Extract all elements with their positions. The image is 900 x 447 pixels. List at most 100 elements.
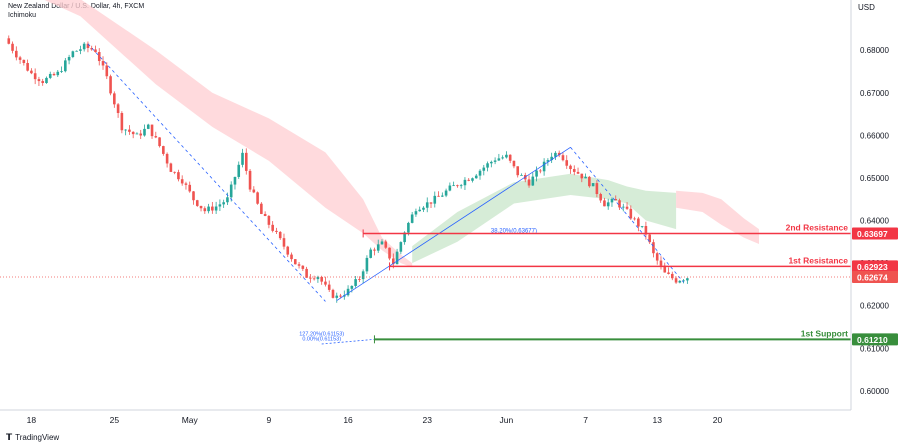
candle-bullish[interactable] <box>422 208 425 210</box>
candle-bullish[interactable] <box>641 226 644 227</box>
candle-bearish[interactable] <box>19 57 22 60</box>
candle-bullish[interactable] <box>433 196 436 204</box>
candle-bullish[interactable] <box>75 51 78 52</box>
candle-bullish[interactable] <box>362 271 365 279</box>
candle-bullish[interactable] <box>679 281 682 283</box>
candle-bullish[interactable] <box>486 163 489 167</box>
candle-bearish[interactable] <box>652 242 655 253</box>
candle-bullish[interactable] <box>475 176 478 179</box>
candle-bearish[interactable] <box>603 200 606 206</box>
candle-bearish[interactable] <box>245 153 248 171</box>
candle-bearish[interactable] <box>309 278 312 279</box>
candle-bearish[interactable] <box>162 146 165 154</box>
candle-bullish[interactable] <box>445 191 448 196</box>
candle-bearish[interactable] <box>253 190 256 193</box>
candle-bearish[interactable] <box>249 171 252 190</box>
candle-bearish[interactable] <box>188 185 191 192</box>
candle-bearish[interactable] <box>588 177 591 186</box>
candle-bullish[interactable] <box>230 185 233 198</box>
candle-bullish[interactable] <box>396 252 399 264</box>
candle-bearish[interactable] <box>339 296 342 297</box>
candle-bullish[interactable] <box>207 207 210 212</box>
candle-bearish[interactable] <box>516 166 519 175</box>
candle-bullish[interactable] <box>56 72 59 75</box>
candle-bearish[interactable] <box>260 204 263 214</box>
candle-bullish[interactable] <box>377 244 380 250</box>
candle-bearish[interactable] <box>196 200 199 206</box>
candle-bullish[interactable] <box>407 223 410 233</box>
candle-bullish[interactable] <box>219 204 222 206</box>
candle-bearish[interactable] <box>283 238 286 246</box>
candle-bearish[interactable] <box>660 261 663 266</box>
candle-bullish[interactable] <box>479 171 482 176</box>
candle-bullish[interactable] <box>215 206 218 210</box>
candle-bearish[interactable] <box>513 161 516 166</box>
candle-bullish[interactable] <box>532 177 535 186</box>
candle-bearish[interactable] <box>290 255 293 260</box>
candle-bullish[interactable] <box>64 60 67 71</box>
candle-bullish[interactable] <box>411 214 414 222</box>
candle-bearish[interactable] <box>211 207 214 211</box>
candle-bullish[interactable] <box>498 158 501 160</box>
candle-bearish[interactable] <box>596 183 599 194</box>
candle-bearish[interactable] <box>181 179 184 183</box>
candle-bearish[interactable] <box>305 269 308 278</box>
candle-bearish[interactable] <box>437 196 440 197</box>
candle-bearish[interactable] <box>102 61 105 65</box>
candle-bearish[interactable] <box>286 247 289 255</box>
candle-bearish[interactable] <box>320 277 323 282</box>
candle-bearish[interactable] <box>328 285 331 290</box>
candle-bearish[interactable] <box>581 174 584 179</box>
candle-bullish[interactable] <box>45 78 48 83</box>
candle-bullish[interactable] <box>415 211 418 214</box>
candle-bullish[interactable] <box>520 175 523 176</box>
candle-bearish[interactable] <box>11 44 14 51</box>
candle-bearish[interactable] <box>204 208 207 211</box>
candle-bullish[interactable] <box>505 155 508 158</box>
candle-bullish[interactable] <box>124 130 127 131</box>
candle-bearish[interactable] <box>298 264 301 265</box>
candle-bullish[interactable] <box>622 207 625 208</box>
candle-bullish[interactable] <box>490 162 493 163</box>
candle-bearish[interactable] <box>509 155 512 161</box>
candle-bullish[interactable] <box>366 258 369 271</box>
candle-bearish[interactable] <box>30 71 33 74</box>
candle-bearish[interactable] <box>565 160 568 166</box>
candle-bearish[interactable] <box>15 51 18 58</box>
candle-bearish[interactable] <box>53 74 56 75</box>
candle-bullish[interactable] <box>68 57 71 60</box>
candle-bearish[interactable] <box>94 49 97 52</box>
candle-bearish[interactable] <box>151 125 154 136</box>
candle-bearish[interactable] <box>430 202 433 203</box>
candle-bearish[interactable] <box>388 248 391 259</box>
candle-bearish[interactable] <box>132 132 135 134</box>
candle-bearish[interactable] <box>569 166 572 169</box>
candle-bearish[interactable] <box>358 279 361 280</box>
candle-bearish[interactable] <box>166 154 169 164</box>
candle-bullish[interactable] <box>354 279 357 286</box>
candle-bearish[interactable] <box>467 180 470 181</box>
candle-bullish[interactable] <box>226 197 229 202</box>
candle-bearish[interactable] <box>573 169 576 172</box>
candle-bullish[interactable] <box>584 177 587 178</box>
candle-bullish[interactable] <box>234 177 237 185</box>
candle-bearish[interactable] <box>384 241 387 247</box>
candle-bearish[interactable] <box>626 207 629 209</box>
candle-bearish[interactable] <box>264 214 267 216</box>
candle-bullish[interactable] <box>222 202 225 204</box>
candle-bearish[interactable] <box>139 134 142 136</box>
candle-bullish[interactable] <box>449 186 452 191</box>
candle-bearish[interactable] <box>313 278 316 279</box>
candle-bullish[interactable] <box>147 125 150 129</box>
candle-bullish[interactable] <box>60 71 63 72</box>
candle-bearish[interactable] <box>177 172 180 179</box>
candle-bullish[interactable] <box>471 178 474 180</box>
candle-bullish[interactable] <box>460 185 463 186</box>
candle-bearish[interactable] <box>23 60 26 63</box>
candle-bullish[interactable] <box>381 241 384 244</box>
candle-bearish[interactable] <box>539 171 542 172</box>
candle-bearish[interactable] <box>302 266 305 269</box>
candle-bearish[interactable] <box>34 73 37 79</box>
candle-bullish[interactable] <box>535 171 538 177</box>
